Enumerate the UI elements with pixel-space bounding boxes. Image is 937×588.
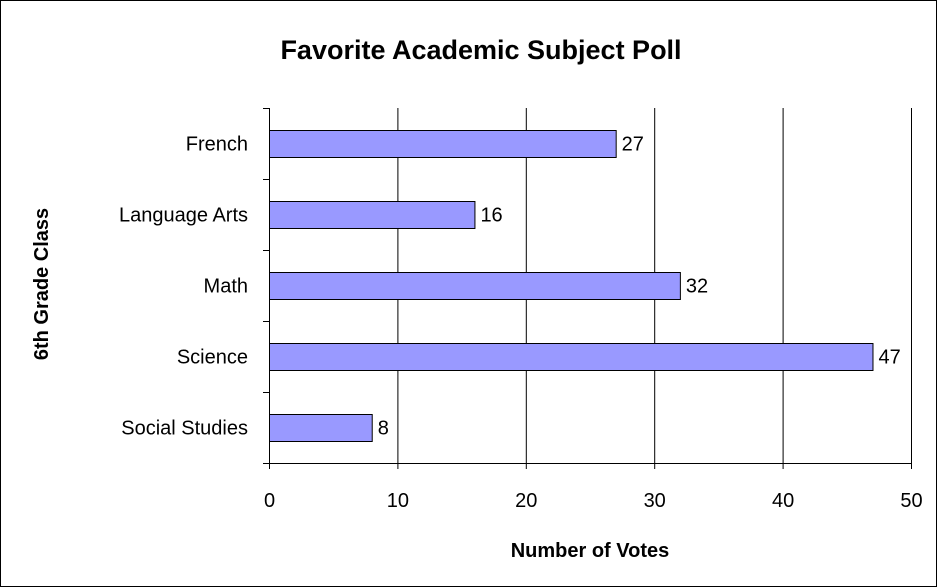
data-label-1: 16 (480, 205, 502, 227)
x-tick-label-5: 50 (900, 490, 922, 512)
category-label-0: French (186, 134, 248, 156)
category-label-4: Social Studies (121, 418, 248, 440)
labels: 27 French 16 Language Arts 32 Math 47 Science 8 S… (119, 134, 923, 513)
x-tick-label-4: 40 (772, 490, 794, 512)
category-label-2: Math (204, 276, 248, 298)
x-tick-label-3: 30 (644, 490, 666, 512)
bars (269, 130, 874, 442)
category-label-3: Science (177, 347, 248, 369)
bar-4 (269, 414, 373, 442)
x-tick-label-1: 10 (387, 490, 409, 512)
chart-title: Favorite Academic Subject Poll (280, 35, 681, 65)
x-axis-title: Number of Votes (511, 540, 670, 562)
data-label-2: 32 (686, 276, 708, 298)
axes (263, 108, 912, 469)
bar-2 (269, 272, 681, 300)
bar-1 (269, 201, 476, 229)
bar-3 (269, 343, 874, 371)
data-label-4: 8 (378, 418, 389, 440)
x-tick-label-2: 20 (515, 490, 537, 512)
x-tick-label-0: 0 (264, 490, 275, 512)
category-label-1: Language Arts (119, 205, 248, 227)
data-label-0: 27 (622, 134, 644, 156)
bar-0 (269, 130, 617, 158)
data-label-3: 47 (878, 347, 900, 369)
y-axis-title: 6th Grade Class (31, 208, 53, 360)
